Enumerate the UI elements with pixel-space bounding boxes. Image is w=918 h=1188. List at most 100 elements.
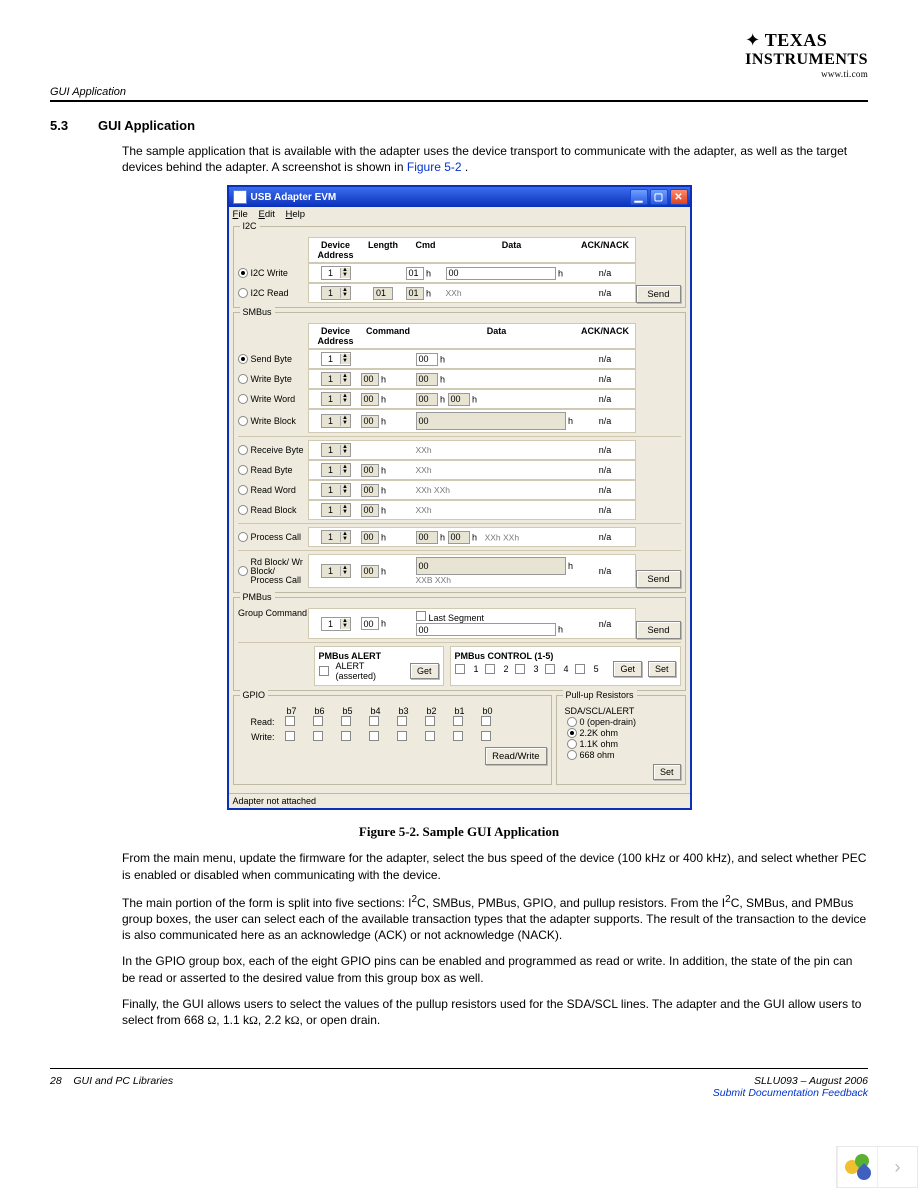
- menu-file[interactable]: File: [233, 209, 248, 220]
- pm-addr-spin[interactable]: 1▲▼: [321, 617, 351, 631]
- gpio-read-b0[interactable]: [481, 716, 491, 726]
- gpio-write-b1[interactable]: [453, 731, 463, 741]
- sm-d1-8[interactable]: 00: [416, 531, 438, 544]
- i2c-r-cmd[interactable]: 01: [406, 287, 424, 300]
- sm-addr-8[interactable]: 1▲▼: [321, 530, 351, 544]
- smbus-group: SMBus Device Address Command Data ACK/NA…: [233, 312, 686, 593]
- gpio-readwrite-button[interactable]: Read/Write: [485, 747, 546, 765]
- sm-radio-9[interactable]: [238, 566, 248, 576]
- petal-icon[interactable]: [837, 1147, 877, 1187]
- ctrl-check-5[interactable]: [575, 664, 585, 674]
- pm-cmd[interactable]: 00: [361, 617, 379, 630]
- ctrl-check-3[interactable]: [515, 664, 525, 674]
- pullup-opt-2[interactable]: [567, 739, 577, 749]
- sm-addr-6[interactable]: 1▲▼: [321, 483, 351, 497]
- sm-cmd-1[interactable]: 00: [361, 373, 379, 386]
- sm-radio-1[interactable]: [238, 374, 248, 384]
- i2c-w-addr-spin[interactable]: 1▲▼: [321, 266, 351, 280]
- sm-addr-2[interactable]: 1▲▼: [321, 392, 351, 406]
- gpio-read-b5[interactable]: [341, 716, 351, 726]
- sm-d1-0[interactable]: 00: [416, 353, 438, 366]
- menu-edit[interactable]: Edit: [258, 209, 274, 220]
- sm-cmd-5[interactable]: 00: [361, 464, 379, 477]
- sm-d2-8[interactable]: 00: [448, 531, 470, 544]
- logo-line1: TEXAS: [765, 30, 828, 50]
- sm-addr-9[interactable]: 1▲▼: [321, 564, 351, 578]
- sm-cmd-6[interactable]: 00: [361, 484, 379, 497]
- pmbus-send-button[interactable]: Send: [636, 621, 680, 639]
- menu-help[interactable]: Help: [286, 209, 306, 220]
- sm-addr-5[interactable]: 1▲▼: [321, 463, 351, 477]
- smbus-send-button[interactable]: Send: [636, 570, 680, 588]
- gpio-read-b1[interactable]: [453, 716, 463, 726]
- sm-block-9[interactable]: 00: [416, 557, 566, 575]
- sm-ack-2: n/a: [578, 394, 633, 404]
- sm-addr-1[interactable]: 1▲▼: [321, 372, 351, 386]
- sm-radio-6[interactable]: [238, 485, 248, 495]
- gpio-write-b3[interactable]: [397, 731, 407, 741]
- pullup-opt-0[interactable]: [567, 717, 577, 727]
- maximize-button[interactable]: ▢: [650, 189, 668, 205]
- ctrl-get-button[interactable]: Get: [613, 661, 642, 677]
- sm-d2-2[interactable]: 00: [448, 393, 470, 406]
- pullup-opt-3[interactable]: [567, 750, 577, 760]
- alert-get-button[interactable]: Get: [410, 663, 439, 679]
- gpio-read-b2[interactable]: [425, 716, 435, 726]
- sm-radio-8[interactable]: [238, 532, 248, 542]
- ctrl-set-button[interactable]: Set: [648, 661, 676, 677]
- i2c-w-cmd[interactable]: 01: [406, 267, 424, 280]
- gpio-write-b4[interactable]: [369, 731, 379, 741]
- sm-block-3[interactable]: 00: [416, 412, 566, 430]
- i2c-w-data[interactable]: 00: [446, 267, 556, 280]
- sm-data-6: XXh XXh: [416, 485, 451, 495]
- ctrl-check-4[interactable]: [545, 664, 555, 674]
- sm-radio-2[interactable]: [238, 394, 248, 404]
- i2c-r-len[interactable]: 01: [373, 287, 393, 300]
- lastseg-check[interactable]: [416, 611, 426, 621]
- sm-cmd-7[interactable]: 00: [361, 504, 379, 517]
- sm-cmd-2[interactable]: 00: [361, 393, 379, 406]
- sm-addr-0[interactable]: 1▲▼: [321, 352, 351, 366]
- sm-d1-2[interactable]: 00: [416, 393, 438, 406]
- pullup-opt-1[interactable]: [567, 728, 577, 738]
- lastseg-label: Last Segment: [429, 613, 485, 623]
- ctrl-check-1[interactable]: [455, 664, 465, 674]
- sm-radio-3[interactable]: [238, 416, 248, 426]
- sm-cmd-3[interactable]: 00: [361, 415, 379, 428]
- sm-addr-4[interactable]: 1▲▼: [321, 443, 351, 457]
- gpio-write-b6[interactable]: [313, 731, 323, 741]
- sm-cmd-9[interactable]: 00: [361, 565, 379, 578]
- sm-cmd-8[interactable]: 00: [361, 531, 379, 544]
- sm-addr-3[interactable]: 1▲▼: [321, 414, 351, 428]
- sm-radio-0[interactable]: [238, 354, 248, 364]
- sm-ack-8: n/a: [578, 532, 633, 542]
- ctrl-check-2[interactable]: [485, 664, 495, 674]
- i2c-send-button[interactable]: Send: [636, 285, 680, 303]
- figure-ref-link[interactable]: Figure 5-2: [407, 160, 462, 174]
- gpio-read-b3[interactable]: [397, 716, 407, 726]
- next-page-icon[interactable]: ›: [877, 1147, 917, 1187]
- sm-d1-1[interactable]: 00: [416, 373, 438, 386]
- gpio-write-b7[interactable]: [285, 731, 295, 741]
- minimize-button[interactable]: ▁: [630, 189, 648, 205]
- i2c-read-radio[interactable]: [238, 288, 248, 298]
- i2c-read-label: I2C Read: [251, 288, 289, 298]
- sm-radio-7[interactable]: [238, 505, 248, 515]
- pm-data[interactable]: 00: [416, 623, 556, 636]
- gpio-write-b5[interactable]: [341, 731, 351, 741]
- gpio-group: GPIO b7b6b5b4b3b2b1b0Read:Write:Read/Wri…: [233, 695, 552, 785]
- pullup-set-button[interactable]: Set: [653, 764, 681, 780]
- gpio-write-b0[interactable]: [481, 731, 491, 741]
- sm-radio-4[interactable]: [238, 445, 248, 455]
- gpio-read-b6[interactable]: [313, 716, 323, 726]
- close-button[interactable]: ✕: [670, 189, 688, 205]
- feedback-link[interactable]: Submit Documentation Feedback: [713, 1087, 868, 1099]
- gpio-write-b2[interactable]: [425, 731, 435, 741]
- i2c-write-radio[interactable]: [238, 268, 248, 278]
- gpio-read-b4[interactable]: [369, 716, 379, 726]
- sm-radio-5[interactable]: [238, 465, 248, 475]
- sm-addr-7[interactable]: 1▲▼: [321, 503, 351, 517]
- i2c-r-addr-spin[interactable]: 1▲▼: [321, 286, 351, 300]
- alert-check[interactable]: [319, 666, 329, 676]
- gpio-read-b7[interactable]: [285, 716, 295, 726]
